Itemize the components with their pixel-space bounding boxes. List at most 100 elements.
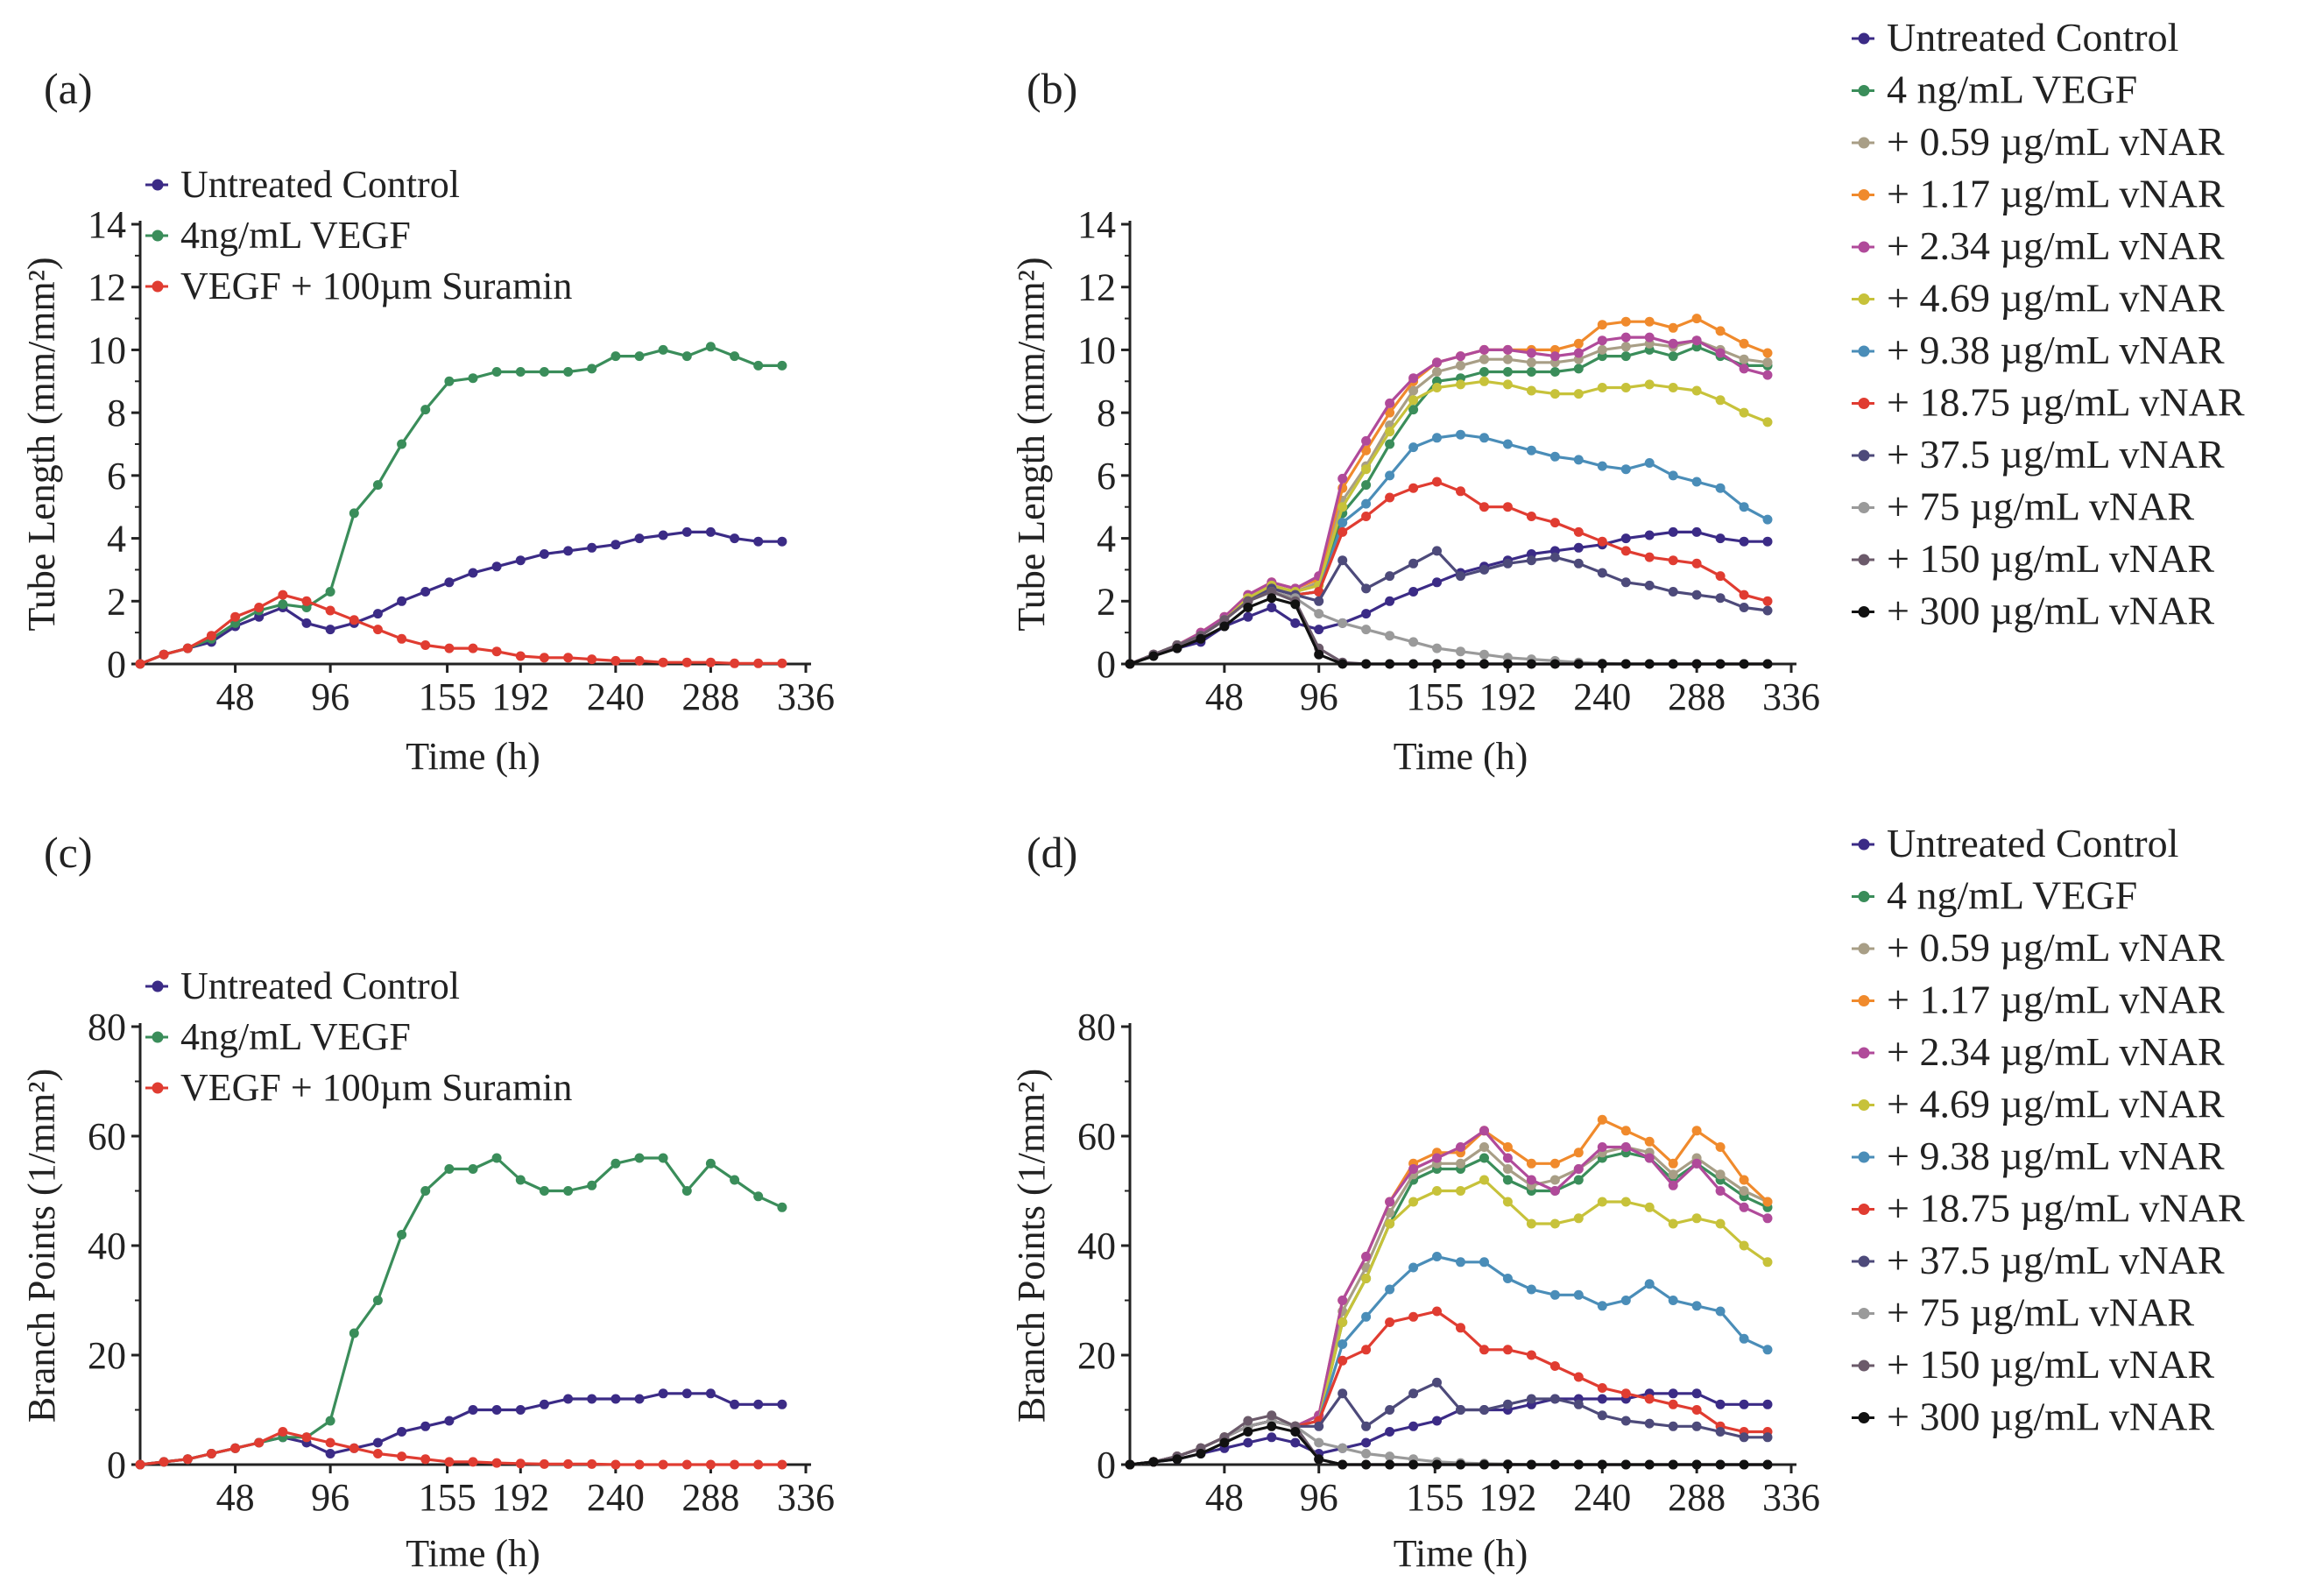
data-point xyxy=(1361,435,1372,446)
data-point xyxy=(1148,1457,1159,1467)
legend-label: 4 ng/mL VEGF xyxy=(1887,873,2137,918)
data-point xyxy=(1644,530,1655,540)
data-point xyxy=(1338,1339,1348,1349)
data-point xyxy=(515,1175,526,1185)
data-point xyxy=(681,1388,692,1399)
legend-swatch-marker xyxy=(1858,1151,1870,1163)
data-point xyxy=(1549,1361,1560,1371)
data-point xyxy=(1432,1459,1442,1470)
data-point xyxy=(1502,1459,1513,1470)
data-point xyxy=(1715,1306,1726,1317)
data-point xyxy=(1432,577,1442,588)
data-point xyxy=(1762,1459,1773,1470)
data-point xyxy=(1314,1454,1324,1465)
data-point xyxy=(1739,1240,1749,1251)
y-axis-title: Tube Length (mm/mm²) xyxy=(20,257,63,631)
data-point xyxy=(349,1328,359,1338)
data-point xyxy=(325,1437,335,1448)
series-4-ng-ml-vegf xyxy=(1125,1148,1773,1470)
legend-swatch-marker xyxy=(1858,995,1870,1006)
x-axis-title: Time (h) xyxy=(406,1532,540,1575)
data-point xyxy=(1408,405,1419,415)
legend-label: + 0.59 µg/mL vNAR xyxy=(1887,925,2225,970)
data-point xyxy=(1479,1126,1489,1136)
data-point xyxy=(1432,433,1442,443)
legend-label: + 18.75 µg/mL vNAR xyxy=(1887,1186,2245,1231)
data-point xyxy=(1385,492,1395,503)
y-tick-label: 4 xyxy=(107,518,126,561)
legend-label: 4 ng/mL VEGF xyxy=(1887,67,2137,112)
legend-label: + 4.69 µg/mL vNAR xyxy=(1887,1082,2225,1126)
data-point xyxy=(1668,1388,1678,1399)
data-point xyxy=(1644,552,1655,562)
legend-item: + 1.17 µg/mL vNAR xyxy=(1852,978,2225,1022)
data-point xyxy=(1715,593,1726,604)
data-point xyxy=(1479,649,1489,660)
x-tick-label: 240 xyxy=(587,1476,645,1519)
data-point xyxy=(1314,1437,1324,1448)
data-point xyxy=(397,439,407,449)
legend-item: + 150 µg/mL vNAR xyxy=(1852,536,2214,581)
legend-item: VEGF + 100µm Suramin xyxy=(145,265,572,307)
x-tick-label: 155 xyxy=(1406,1476,1464,1519)
data-point xyxy=(1502,1399,1513,1409)
data-point xyxy=(1668,555,1678,566)
legend-swatch-marker xyxy=(1858,1099,1870,1111)
data-point xyxy=(1314,587,1324,597)
data-point xyxy=(1549,1218,1560,1229)
data-point xyxy=(1385,596,1395,606)
data-point xyxy=(1479,1459,1489,1470)
data-point xyxy=(1573,1289,1584,1300)
data-point xyxy=(1502,439,1513,449)
series-vegf-100um-suramin xyxy=(135,590,787,669)
data-point xyxy=(1526,555,1536,566)
legend-swatch-marker xyxy=(1858,1412,1870,1423)
data-point xyxy=(1668,338,1678,349)
legend-swatch-marker xyxy=(152,280,164,293)
data-point xyxy=(1715,1427,1726,1437)
data-point xyxy=(730,351,740,362)
y-tick-label: 40 xyxy=(1077,1225,1116,1268)
data-point xyxy=(301,596,312,606)
legend-swatch-marker xyxy=(1858,554,1870,566)
data-point xyxy=(705,1388,716,1399)
data-point xyxy=(444,643,455,653)
data-point xyxy=(730,533,740,544)
series-line xyxy=(1129,1392,1768,1466)
data-point xyxy=(1739,536,1749,547)
data-point xyxy=(1549,389,1560,399)
data-point xyxy=(1668,526,1678,537)
data-point xyxy=(1385,427,1395,437)
data-point xyxy=(1668,1218,1678,1229)
data-point xyxy=(1620,533,1631,544)
series-line xyxy=(139,1156,783,1466)
legend-item: + 300 µg/mL vNAR xyxy=(1852,1395,2214,1439)
data-point xyxy=(515,651,526,661)
data-point xyxy=(777,360,787,371)
data-point xyxy=(587,364,597,374)
data-point xyxy=(1762,1345,1773,1355)
y-tick-label: 0 xyxy=(107,1444,126,1487)
data-point xyxy=(1361,512,1372,521)
data-point xyxy=(1691,335,1702,346)
data-point xyxy=(1172,1454,1182,1465)
data-point xyxy=(135,1459,145,1470)
data-point xyxy=(1267,1410,1277,1421)
data-point xyxy=(1243,1427,1253,1437)
data-point xyxy=(1762,659,1773,669)
data-point xyxy=(1479,354,1489,364)
y-tick-label: 0 xyxy=(1097,643,1116,686)
data-point xyxy=(254,603,265,612)
data-point xyxy=(658,344,668,355)
data-point xyxy=(1361,1252,1372,1261)
data-point xyxy=(372,1296,383,1305)
legend-label: + 300 µg/mL vNAR xyxy=(1887,1395,2214,1439)
data-point xyxy=(1644,659,1655,669)
data-point xyxy=(1620,1388,1631,1399)
data-point xyxy=(1361,464,1372,475)
legend-item: + 4.69 µg/mL vNAR xyxy=(1852,276,2225,321)
data-point xyxy=(1432,1306,1442,1317)
data-point xyxy=(135,659,145,669)
data-point xyxy=(1479,433,1489,443)
legend-item: + 0.59 µg/mL vNAR xyxy=(1852,119,2225,164)
